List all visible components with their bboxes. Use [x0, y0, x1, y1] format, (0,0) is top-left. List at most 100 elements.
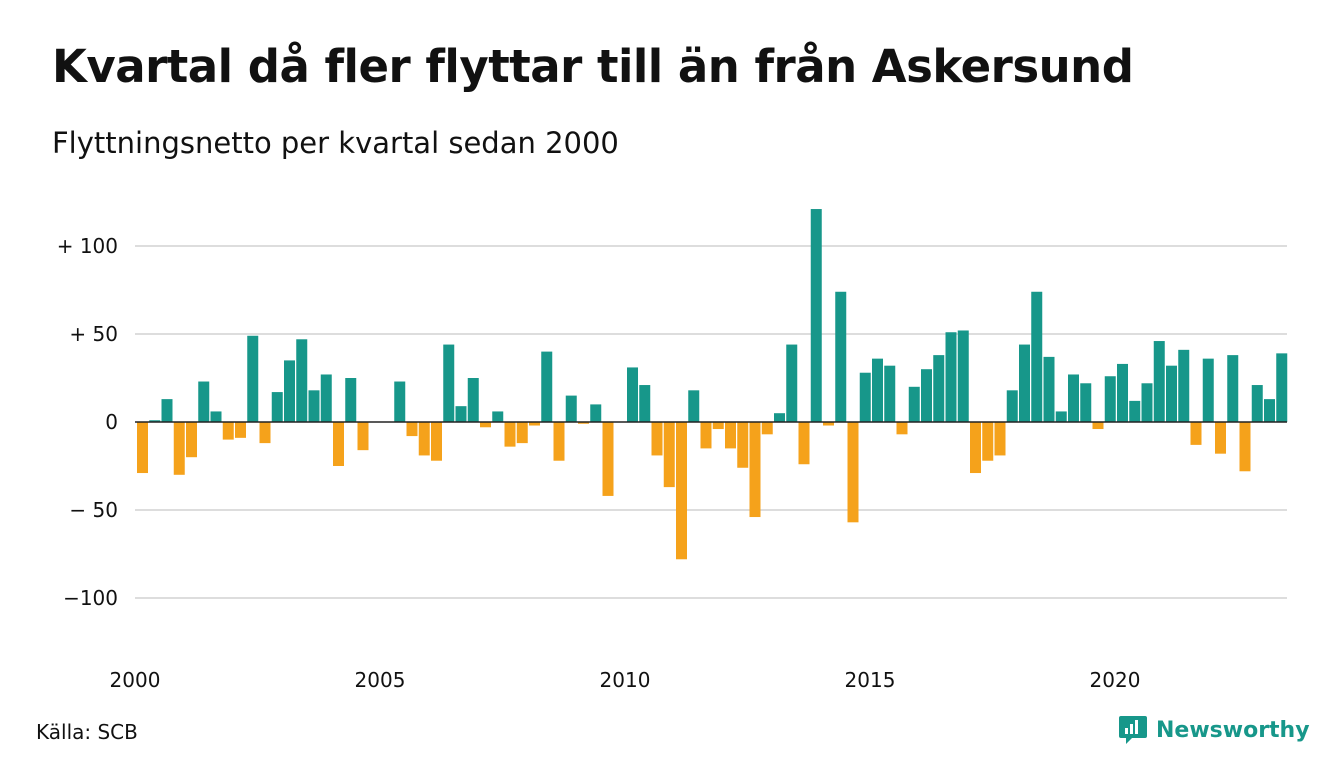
bar-2012K1 — [725, 422, 736, 449]
bar-2008K1 — [529, 422, 540, 426]
bar-2001K2 — [198, 381, 210, 422]
bar-2013K3 — [798, 422, 810, 465]
x-tick-label: 2005 — [355, 668, 406, 692]
bar-2022K4 — [1251, 385, 1263, 422]
bar-2012K2 — [737, 422, 749, 468]
bar-2017K4 — [1006, 390, 1018, 422]
bar-2006K4 — [467, 378, 479, 422]
bar-2018K2 — [1031, 291, 1043, 422]
bar-2020K1 — [1117, 363, 1128, 422]
bar-2003K3 — [308, 390, 320, 422]
bar-2019K1 — [1068, 374, 1079, 422]
bar-2020K4 — [1153, 341, 1165, 422]
bar-2002K2 — [247, 335, 259, 422]
bar-2021K3 — [1190, 422, 1202, 445]
chart-title: Kvartal då fler flyttar till än från Ask… — [52, 40, 1134, 93]
bar-2002K4 — [271, 392, 283, 422]
bar-2011K3 — [700, 422, 712, 449]
bar-2013K4 — [810, 209, 822, 422]
bar-2001K3 — [210, 411, 222, 422]
bar-2016K2 — [933, 355, 945, 422]
brand-name: Newsworthy — [1156, 717, 1310, 743]
bar-2019K4 — [1104, 376, 1116, 422]
bar-2010K1 — [627, 367, 638, 422]
bar-2000K3 — [161, 399, 173, 422]
bar-2023K2 — [1276, 353, 1288, 422]
newsworthy-logo-icon — [1119, 716, 1147, 744]
bar-2017K3 — [994, 422, 1006, 456]
bar-2023K1 — [1264, 399, 1275, 422]
x-tick-label: 2010 — [600, 668, 651, 692]
bar-2015K1 — [872, 358, 883, 422]
bar-2012K3 — [749, 422, 761, 518]
bar-2014K1 — [823, 422, 834, 426]
bar-2008K3 — [553, 422, 565, 461]
bar-2009K2 — [590, 404, 602, 422]
bar-2010K4 — [663, 422, 675, 488]
bar-2015K3 — [896, 422, 908, 435]
bar-2016K3 — [945, 332, 957, 422]
y-tick-label: − 50 — [69, 498, 118, 522]
x-tick-label: 2020 — [1090, 668, 1141, 692]
bar-2007K1 — [480, 422, 491, 428]
bar-2022K1 — [1215, 422, 1226, 454]
bar-2021K2 — [1178, 349, 1190, 422]
bar-2007K2 — [492, 411, 504, 422]
y-tick-label: 0 — [105, 410, 118, 434]
bar-2017K1 — [970, 422, 981, 474]
bar-2002K3 — [259, 422, 271, 444]
bar-2022K2 — [1227, 355, 1239, 422]
brand-logo: Newsworthy — [1118, 714, 1310, 746]
bar-2004K3 — [357, 422, 369, 451]
bar-2011K2 — [688, 390, 700, 422]
bar-2013K2 — [786, 344, 798, 422]
bar-2007K3 — [504, 422, 516, 447]
y-tick-label: + 50 — [69, 322, 118, 346]
bar-2012K4 — [761, 422, 773, 435]
bar-2003K2 — [296, 339, 308, 422]
bar-2020K2 — [1129, 400, 1141, 422]
y-tick-label: + 100 — [57, 234, 118, 258]
bar-2017K2 — [982, 422, 994, 461]
x-tick-label: 2000 — [110, 668, 161, 692]
bar-2021K1 — [1166, 365, 1177, 422]
bar-2006K2 — [443, 344, 455, 422]
y-tick-label: −100 — [63, 586, 118, 610]
bar-2021K4 — [1202, 358, 1214, 422]
bar-2006K1 — [431, 422, 442, 461]
bar-2009K3 — [602, 422, 614, 496]
bar-2005K4 — [418, 422, 430, 456]
chart-subtitle: Flyttningsnetto per kvartal sedan 2000 — [52, 126, 619, 160]
bar-2011K4 — [712, 422, 724, 430]
bar-2014K4 — [859, 372, 871, 422]
bar-2019K3 — [1092, 422, 1104, 430]
bar-2003K4 — [320, 374, 332, 422]
bar-2016K1 — [921, 369, 932, 422]
bar-2000K2 — [149, 420, 161, 422]
bars — [137, 209, 1288, 560]
bar-2014K2 — [835, 291, 847, 422]
y-axis-labels: + 100 + 50 0 − 50 −100 — [57, 234, 118, 610]
grid-lines — [135, 245, 1287, 599]
bar-2004K1 — [333, 422, 344, 466]
bar-2016K4 — [957, 330, 969, 422]
bar-2008K2 — [541, 351, 553, 422]
bar-2003K1 — [284, 360, 295, 422]
bar-2020K3 — [1141, 383, 1153, 422]
bar-2015K2 — [884, 365, 896, 422]
bar-2006K3 — [455, 406, 467, 422]
bar-2011K1 — [676, 422, 687, 560]
bar-2009K1 — [578, 422, 589, 424]
bar-2019K2 — [1080, 383, 1092, 422]
bar-2001K1 — [186, 422, 197, 458]
source-note: Källa: SCB — [36, 720, 138, 744]
bar-2018K4 — [1055, 411, 1067, 422]
bar-2010K3 — [651, 422, 663, 456]
bar-2004K2 — [345, 378, 357, 422]
bar-2005K2 — [394, 381, 406, 422]
bar-2002K1 — [235, 422, 246, 438]
x-tick-label: 2015 — [845, 668, 896, 692]
bar-2007K4 — [516, 422, 528, 444]
bar-2010K2 — [639, 385, 651, 422]
